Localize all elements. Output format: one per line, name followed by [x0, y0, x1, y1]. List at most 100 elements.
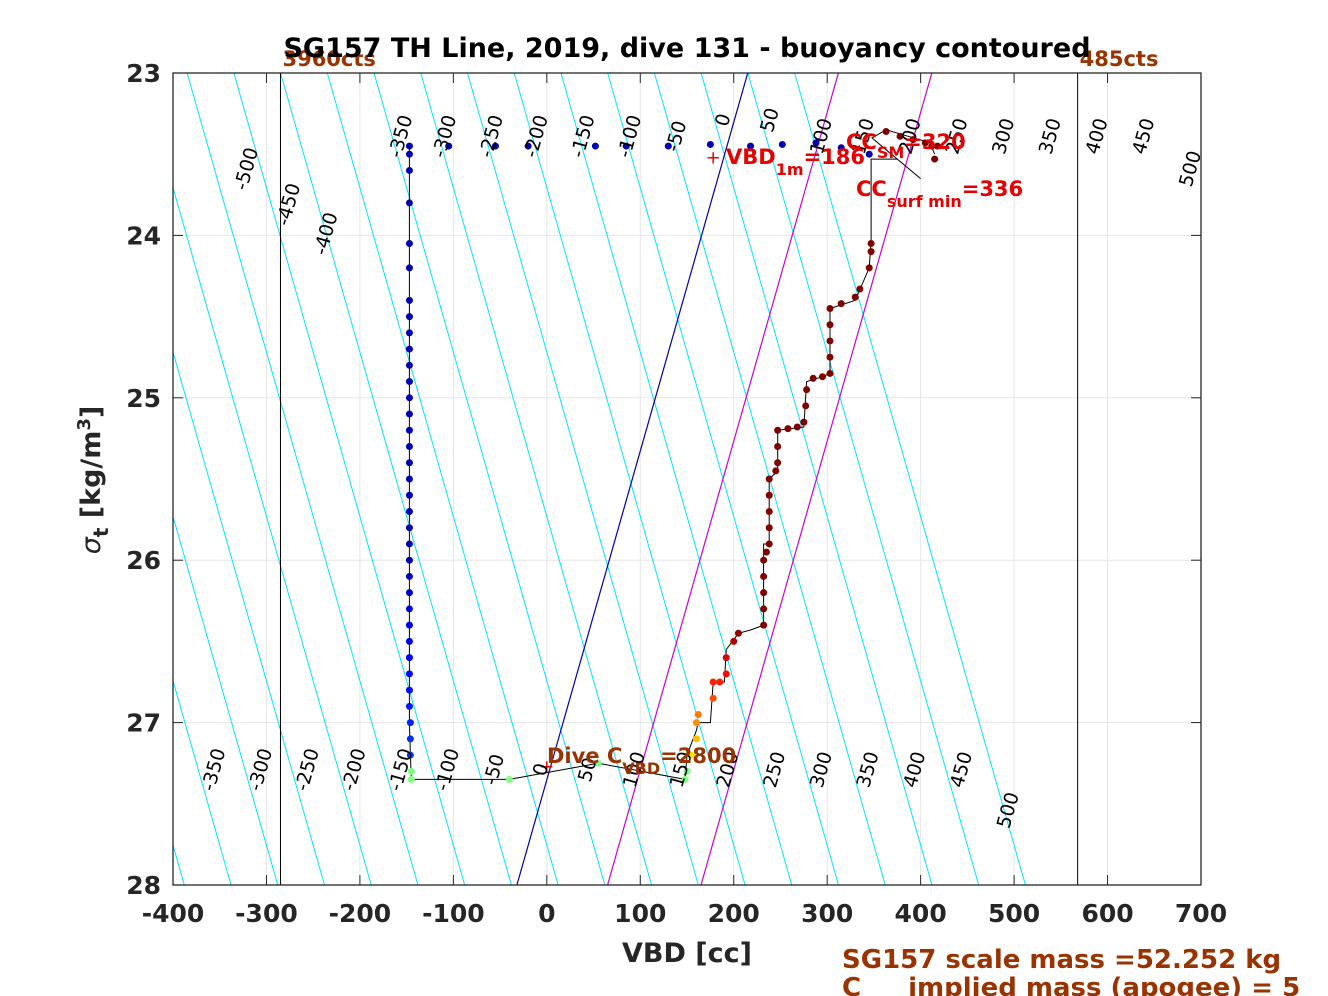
dive-point-descent	[524, 142, 532, 150]
ccsm-annotation: CCSM=320	[846, 130, 966, 162]
divec-main: Dive C	[547, 744, 622, 768]
dive-point-ascent	[765, 507, 773, 515]
vbd-limit-label: 3960cts	[282, 47, 375, 71]
dive-point-ascent	[784, 425, 792, 433]
divec-value: =2800	[660, 744, 736, 768]
dive-point-descent	[405, 240, 413, 248]
dive-point-descent	[505, 775, 513, 783]
vbd1m-value: =186	[804, 145, 865, 169]
y-tick-label: 23	[126, 59, 161, 88]
y-axis-label-sub: t	[89, 527, 113, 537]
vbd-limit-lines: 3960cts 485cts	[279, 47, 1158, 885]
dive-point-ascent	[856, 285, 864, 293]
y-tick-label: 25	[126, 384, 161, 413]
ccsurf-sub: surf min	[887, 192, 962, 211]
dive-point-ascent	[692, 719, 700, 727]
dive-point-descent	[405, 702, 413, 710]
dive-points: ++	[405, 127, 941, 783]
dive-point-ascent	[867, 240, 875, 248]
dive-point-ascent	[826, 369, 834, 377]
dive-point-ascent	[716, 678, 724, 686]
dive-point-ascent	[709, 678, 717, 686]
buoyancy-contour-line	[173, 350, 325, 885]
dive-point-descent	[405, 459, 413, 467]
dive-point-descent	[747, 142, 755, 150]
dive-point-descent	[406, 751, 414, 759]
dive-point-descent	[491, 142, 499, 150]
divec-sub: VBD	[622, 759, 660, 778]
ccsurf-annotation: CCsurf min=336	[856, 177, 1023, 211]
dive-point-descent	[405, 426, 413, 434]
y-tick-label: 24	[126, 221, 161, 250]
dive-point-descent	[812, 139, 820, 147]
dive-point-ascent	[760, 556, 768, 564]
reference-line	[700, 73, 933, 885]
dive-point-descent	[405, 605, 413, 613]
x-tick-label: -300	[235, 899, 298, 928]
dive-point-descent	[405, 475, 413, 483]
dive-point-ascent	[826, 353, 834, 361]
buoyancy-contour-line	[560, 73, 793, 885]
dive-point-ascent	[722, 670, 730, 678]
buoyancy-contour-line	[794, 73, 1026, 885]
ccsm-value: =320	[904, 130, 965, 154]
dive-point-ascent	[774, 459, 782, 467]
contour-label-top: 0	[711, 111, 735, 129]
buoyancy-contour-line	[467, 73, 699, 885]
x-tick-label: 400	[895, 899, 947, 928]
buoyancy-contour-line	[233, 73, 466, 885]
dive-point-descent	[778, 140, 786, 148]
dive-point-ascent	[709, 694, 717, 702]
x-tick-label: 100	[614, 899, 666, 928]
vbd1m-annotation: VBD1m=186	[726, 145, 865, 179]
x-tick-label: -100	[422, 899, 485, 928]
x-tick-label: 700	[1175, 899, 1227, 928]
axes-box	[172, 72, 1202, 886]
buoyancy-contour-line	[173, 678, 232, 885]
buoyancy-contour-line	[173, 185, 372, 885]
dive-point-descent	[405, 394, 413, 402]
dive-point-descent	[407, 767, 415, 775]
x-tick-label: 300	[801, 899, 853, 928]
x-tick-label: 0	[538, 899, 555, 928]
ccsm-main: CC	[846, 130, 877, 154]
dive-point-descent	[405, 199, 413, 207]
y-tick-label: 26	[126, 546, 161, 575]
vbd1m-main: VBD	[726, 145, 776, 169]
dive-point-ascent	[867, 248, 875, 256]
dive-point-descent	[406, 719, 414, 727]
dive-point-ascent	[793, 423, 801, 431]
dive-point-ascent	[896, 132, 904, 140]
reference-line	[606, 73, 839, 885]
dive-point-ascent	[826, 337, 834, 345]
dive-point-descent	[865, 150, 873, 158]
dive-point-descent	[706, 140, 714, 148]
dive-point-ascent	[772, 467, 780, 475]
dive-point-ascent	[774, 443, 782, 451]
buoyancy-contour-line	[420, 73, 653, 885]
buoyancy-contour-line	[280, 73, 512, 885]
dive-point-descent	[683, 767, 691, 775]
dive-point-descent	[405, 589, 413, 597]
dive-point-descent	[407, 775, 415, 783]
dive-point-descent	[405, 491, 413, 499]
dive-point-descent	[681, 775, 689, 783]
dive-point-descent	[405, 264, 413, 272]
x-tick-label: 600	[1081, 899, 1133, 928]
vbd1m-sub: 1m	[776, 160, 804, 179]
y-tick-label: 27	[126, 709, 161, 738]
dive-point-ascent	[933, 142, 941, 150]
dive-point-descent	[405, 621, 413, 629]
dive-point-ascent	[802, 402, 810, 410]
dive-point-descent	[405, 150, 413, 158]
dive-point-ascent	[765, 524, 773, 532]
dive-point-descent	[405, 410, 413, 418]
dive-point-ascent	[865, 264, 873, 272]
dive-point-descent	[445, 142, 453, 150]
dive-point-ascent	[765, 491, 773, 499]
buoyancy-contour-line	[173, 514, 279, 885]
dive-point-ascent	[928, 142, 936, 150]
x-tick-label: -200	[329, 899, 392, 928]
dive-point-descent	[405, 345, 413, 353]
reference-line	[516, 73, 749, 885]
